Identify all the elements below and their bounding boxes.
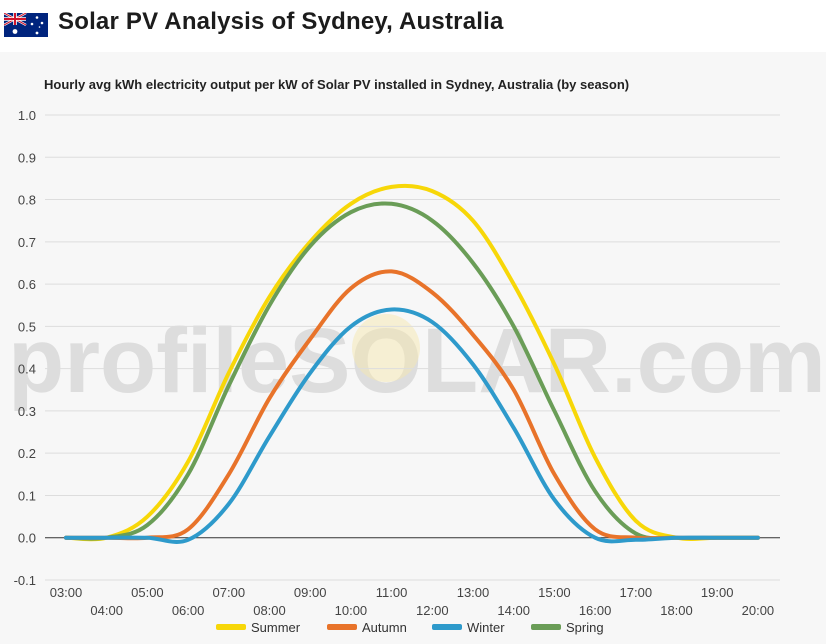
series-line-winter — [64, 307, 760, 544]
x-tick-label: 12:00 — [416, 603, 449, 618]
x-tick-label: 09:00 — [294, 585, 327, 600]
x-tick-label: 14:00 — [497, 603, 530, 618]
x-tick-label: 16:00 — [579, 603, 612, 618]
x-tick-label: 17:00 — [620, 585, 653, 600]
y-tick-label: 0.2 — [18, 446, 36, 461]
legend-label-autumn: Autumn — [362, 620, 407, 635]
y-tick-label: 1.0 — [18, 108, 36, 123]
chart-title: Hourly avg kWh electricity output per kW… — [44, 77, 630, 92]
page-title: Solar PV Analysis of Sydney, Australia — [58, 8, 504, 35]
x-tick-label: 13:00 — [457, 585, 490, 600]
legend-label-summer: Summer — [251, 620, 301, 635]
legend-swatch-spring — [531, 624, 561, 630]
legend-swatch-summer — [216, 624, 246, 630]
y-tick-label: -0.1 — [14, 573, 36, 588]
x-tick-label: 20:00 — [742, 603, 775, 618]
australia-flag-icon — [4, 13, 48, 37]
legend-label-winter: Winter — [467, 620, 505, 635]
y-tick-label: 0.9 — [18, 150, 36, 165]
y-tick-label: 0.7 — [18, 235, 36, 250]
x-tick-label: 04:00 — [90, 603, 123, 618]
y-tick-label: 0.8 — [18, 193, 36, 208]
series-line-summer — [64, 183, 760, 542]
y-tick-label: 0.3 — [18, 404, 36, 419]
x-tick-label: 07:00 — [213, 585, 246, 600]
series-line-spring — [64, 201, 760, 541]
watermark-sun-icon — [352, 314, 420, 382]
series-line-autumn — [64, 269, 760, 541]
x-tick-label: 10:00 — [335, 603, 368, 618]
legend-swatch-autumn — [327, 624, 357, 630]
y-tick-label: 0.1 — [18, 488, 36, 503]
x-tick-label: 08:00 — [253, 603, 286, 618]
x-tick-label: 18:00 — [660, 603, 693, 618]
x-tick-label: 03:00 — [50, 585, 83, 600]
y-tick-label: 0.5 — [18, 319, 36, 334]
legend-label-spring: Spring — [566, 620, 604, 635]
page-header: Solar PV Analysis of Sydney, Australia — [0, 0, 826, 52]
x-tick-label: 19:00 — [701, 585, 734, 600]
x-tick-label: 06:00 — [172, 603, 205, 618]
x-tick-label: 05:00 — [131, 585, 164, 600]
legend-swatch-winter — [432, 624, 462, 630]
x-tick-label: 15:00 — [538, 585, 571, 600]
y-tick-label: 0.4 — [18, 362, 36, 377]
y-tick-label: 0.6 — [18, 277, 36, 292]
x-tick-label: 11:00 — [376, 585, 408, 600]
y-tick-label: 0.0 — [18, 531, 36, 546]
union-jack-canton — [4, 13, 27, 27]
